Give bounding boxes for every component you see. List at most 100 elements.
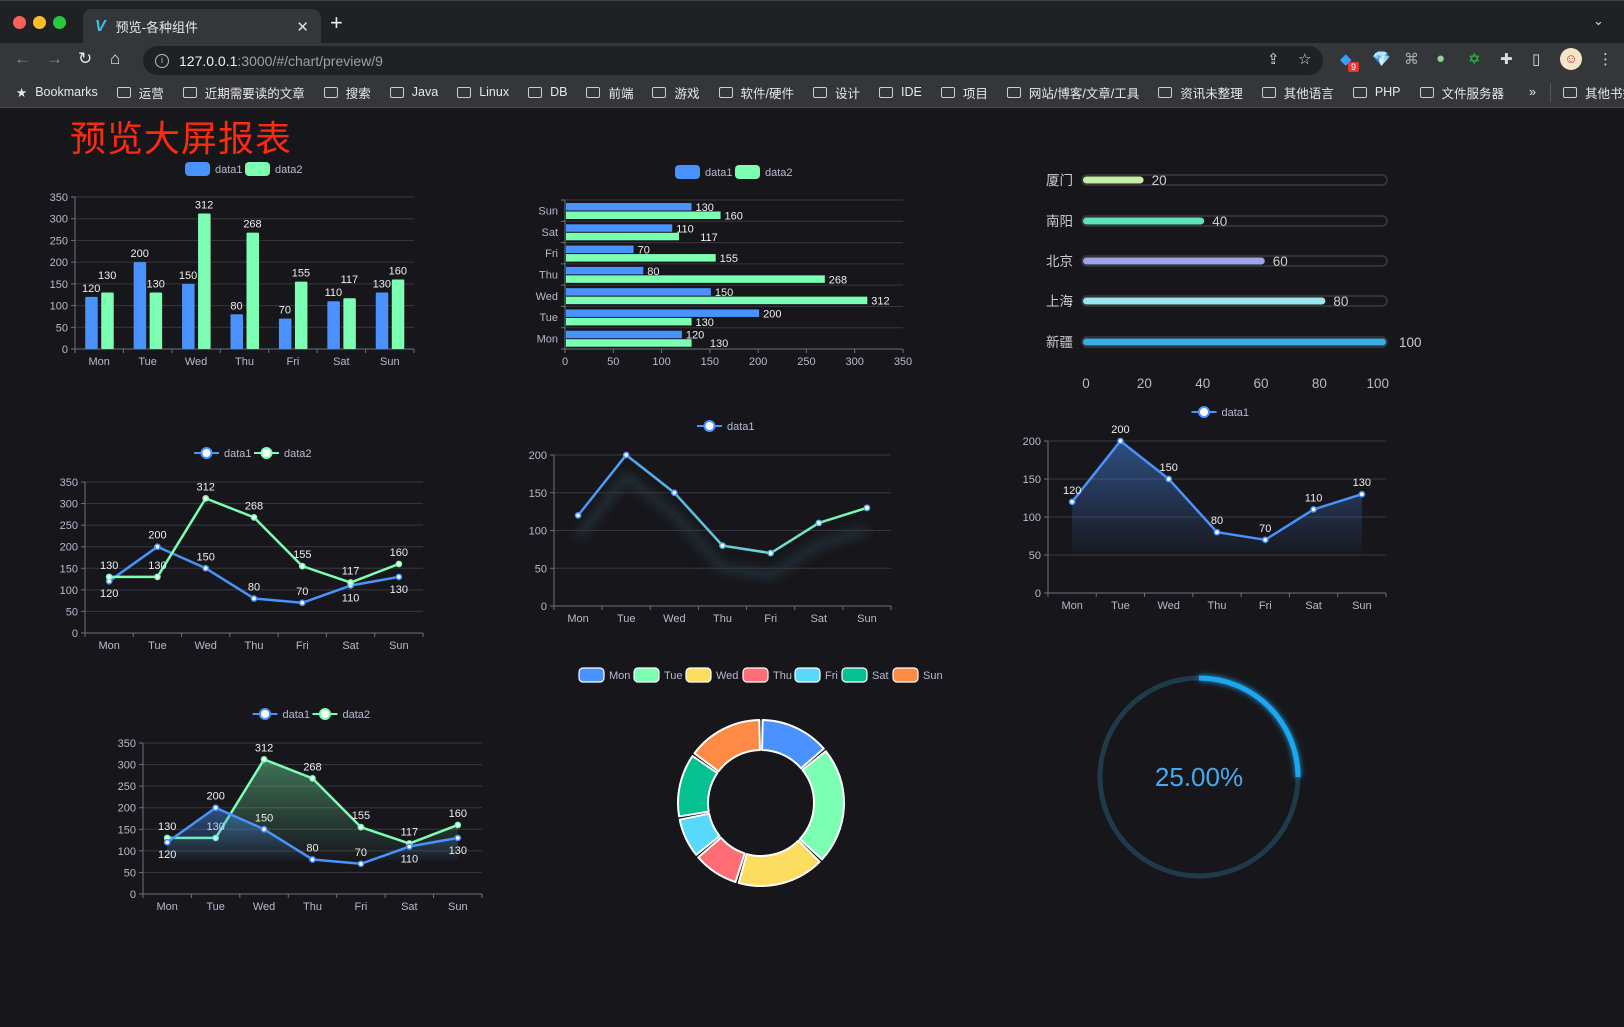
x-tick-label: 20 [1137,376,1152,391]
circle-extension-icon[interactable]: ● [1436,50,1446,67]
bookmark-folder-label: 网站/博客/文章/工具 [1028,86,1140,101]
legend-item-Wed[interactable]: Wed [685,667,738,683]
bookmarks-overflow-button[interactable]: » [1529,85,1536,99]
legend-item-Thu[interactable]: Thu [742,667,792,683]
bar-data2 [566,232,679,241]
bookmark-folder-other[interactable]: 其他书签 [1549,82,1624,102]
legend-item-Mon[interactable]: Mon [578,667,630,683]
y-tick-label: 100 [60,585,78,597]
legend-label: data2 [284,448,312,460]
close-window-button[interactable] [13,16,26,29]
folder-icon [652,86,667,98]
forward-arrow-icon[interactable]: → [46,49,63,68]
bookmark-folder[interactable]: IDE [879,83,922,102]
data-label: 268 [303,761,321,773]
legend-item-data2[interactable]: data2 [245,162,303,176]
bookmark-folder[interactable]: 网站/博客/文章/工具 [1006,83,1140,102]
tab-search-chevron-icon[interactable]: ⌄ [1593,13,1604,28]
progress-value: 20 [1152,173,1167,188]
bookmark-folder[interactable]: 其他语言 [1261,83,1334,102]
y-tick-label: 50 [1029,550,1041,562]
bookmark-star-icon[interactable]: ☆ [1298,51,1312,68]
legend-item-data1[interactable]: data1 [675,165,733,179]
legend-item-Fri[interactable]: Fri [794,667,838,683]
command-extension-icon[interactable]: ⌘ [1404,51,1419,68]
data-label: 312 [195,200,213,212]
extension-icon[interactable]: ◆ [1340,51,1352,68]
profile-avatar[interactable]: ☺ [1560,48,1582,70]
legend-swatch-icon [742,667,769,683]
bookmark-folder[interactable]: 运营 [116,83,164,102]
browser-tab[interactable]: V 预览-各种组件 ✕ [83,9,321,44]
share-icon[interactable]: ⇪ [1267,51,1280,68]
x-tick-label: Tue [617,613,636,625]
progress-bar-fill [1083,176,1144,184]
reload-icon[interactable]: ↻ [78,49,93,68]
side-panel-icon[interactable]: ▯ [1532,51,1541,68]
progress-track [1081,174,1388,186]
legend-item-data1[interactable]: data1 [185,162,243,176]
bookmark-folder[interactable]: Java [389,83,438,102]
new-tab-button[interactable]: + [330,10,343,35]
folder-icon [812,86,827,98]
bookmarks-button[interactable]: ★ Bookmarks [16,85,98,100]
close-tab-icon[interactable]: ✕ [296,18,309,36]
legend-item-Tue[interactable]: Tue [633,667,683,683]
legend-item-data1[interactable]: data1 [697,420,755,433]
x-tick-label: 50 [607,356,619,368]
minimize-window-button[interactable] [33,16,46,29]
bookmark-folder[interactable]: 项目 [940,83,988,102]
bookmark-folder[interactable]: 前端 [586,83,633,102]
legend-item-data2[interactable]: data2 [312,708,371,721]
y-tick-label: 200 [118,803,136,815]
address-bar[interactable]: i 127.0.0.1:3000/#/chart/preview/9 [143,46,1323,75]
donut-slice-Thu [697,836,746,883]
bookmark-folder[interactable]: 文件服务器 [1419,83,1504,102]
legend-item-data1[interactable]: data1 [1191,406,1250,419]
progress-label: 新疆 [1046,335,1073,350]
gem-extension-icon[interactable]: 💎 [1372,51,1391,68]
bookmark-folder[interactable]: 资讯未整理 [1158,83,1243,102]
data-label: 130 [98,270,116,282]
x-tick-label: Fri [296,640,309,652]
y-tick-label: 50 [66,606,78,618]
x-tick-label: Sat [1305,600,1322,612]
bookmark-folder[interactable]: PHP [1352,83,1401,102]
legend-item-Sat[interactable]: Sat [841,667,889,683]
site-info-icon[interactable]: i [155,53,169,68]
bookmark-folder[interactable]: DB [528,83,567,102]
star-extension-icon[interactable]: ✡ [1468,51,1481,68]
chart-legend: data1 [1191,406,1250,419]
legend-item-data2[interactable]: data2 [254,447,312,460]
maximize-window-button[interactable] [53,16,66,29]
bookmark-folder[interactable]: 近期需要读的文章 [182,83,305,102]
y-tick-label: 300 [118,760,136,772]
legend-item-data2[interactable]: data2 [735,165,793,179]
menu-kebab-icon[interactable]: ⋮ [1598,51,1613,68]
legend-item-data1[interactable]: data1 [252,708,311,721]
site-logo-icon: V [95,17,106,35]
puzzle-extensions-icon[interactable]: ✚ [1500,51,1513,68]
ring-progress-arc [1198,675,1301,778]
legend-item-Sun[interactable]: Sun [892,667,943,683]
ring-value-label: 25.00% [1155,762,1243,792]
bookmark-folder[interactable]: 设计 [812,83,860,102]
bookmark-folder[interactable]: Linux [457,83,509,102]
data-label: 130 [696,317,714,329]
x-tick-label: Wed [185,356,207,368]
chart-legend: data1 data2 [252,708,371,721]
legend-item-data1[interactable]: data1 [194,447,252,460]
data-point [395,560,403,568]
bar-data1 [566,224,673,232]
bar-data1 [566,266,644,275]
data-label: 150 [197,551,215,563]
back-arrow-icon[interactable]: ← [14,49,31,68]
bookmark-folder[interactable]: 软件/硬件 [718,83,794,102]
bookmark-folder[interactable]: 游戏 [652,83,700,102]
data-point [154,573,161,581]
data-label: 160 [389,266,407,278]
legend-swatch-icon [892,667,919,683]
bookmark-folder[interactable]: 搜索 [323,83,371,102]
home-icon[interactable]: ⌂ [110,49,121,68]
x-axis: Mon Tue Wed Thu Fri Sat Sun [84,632,424,652]
